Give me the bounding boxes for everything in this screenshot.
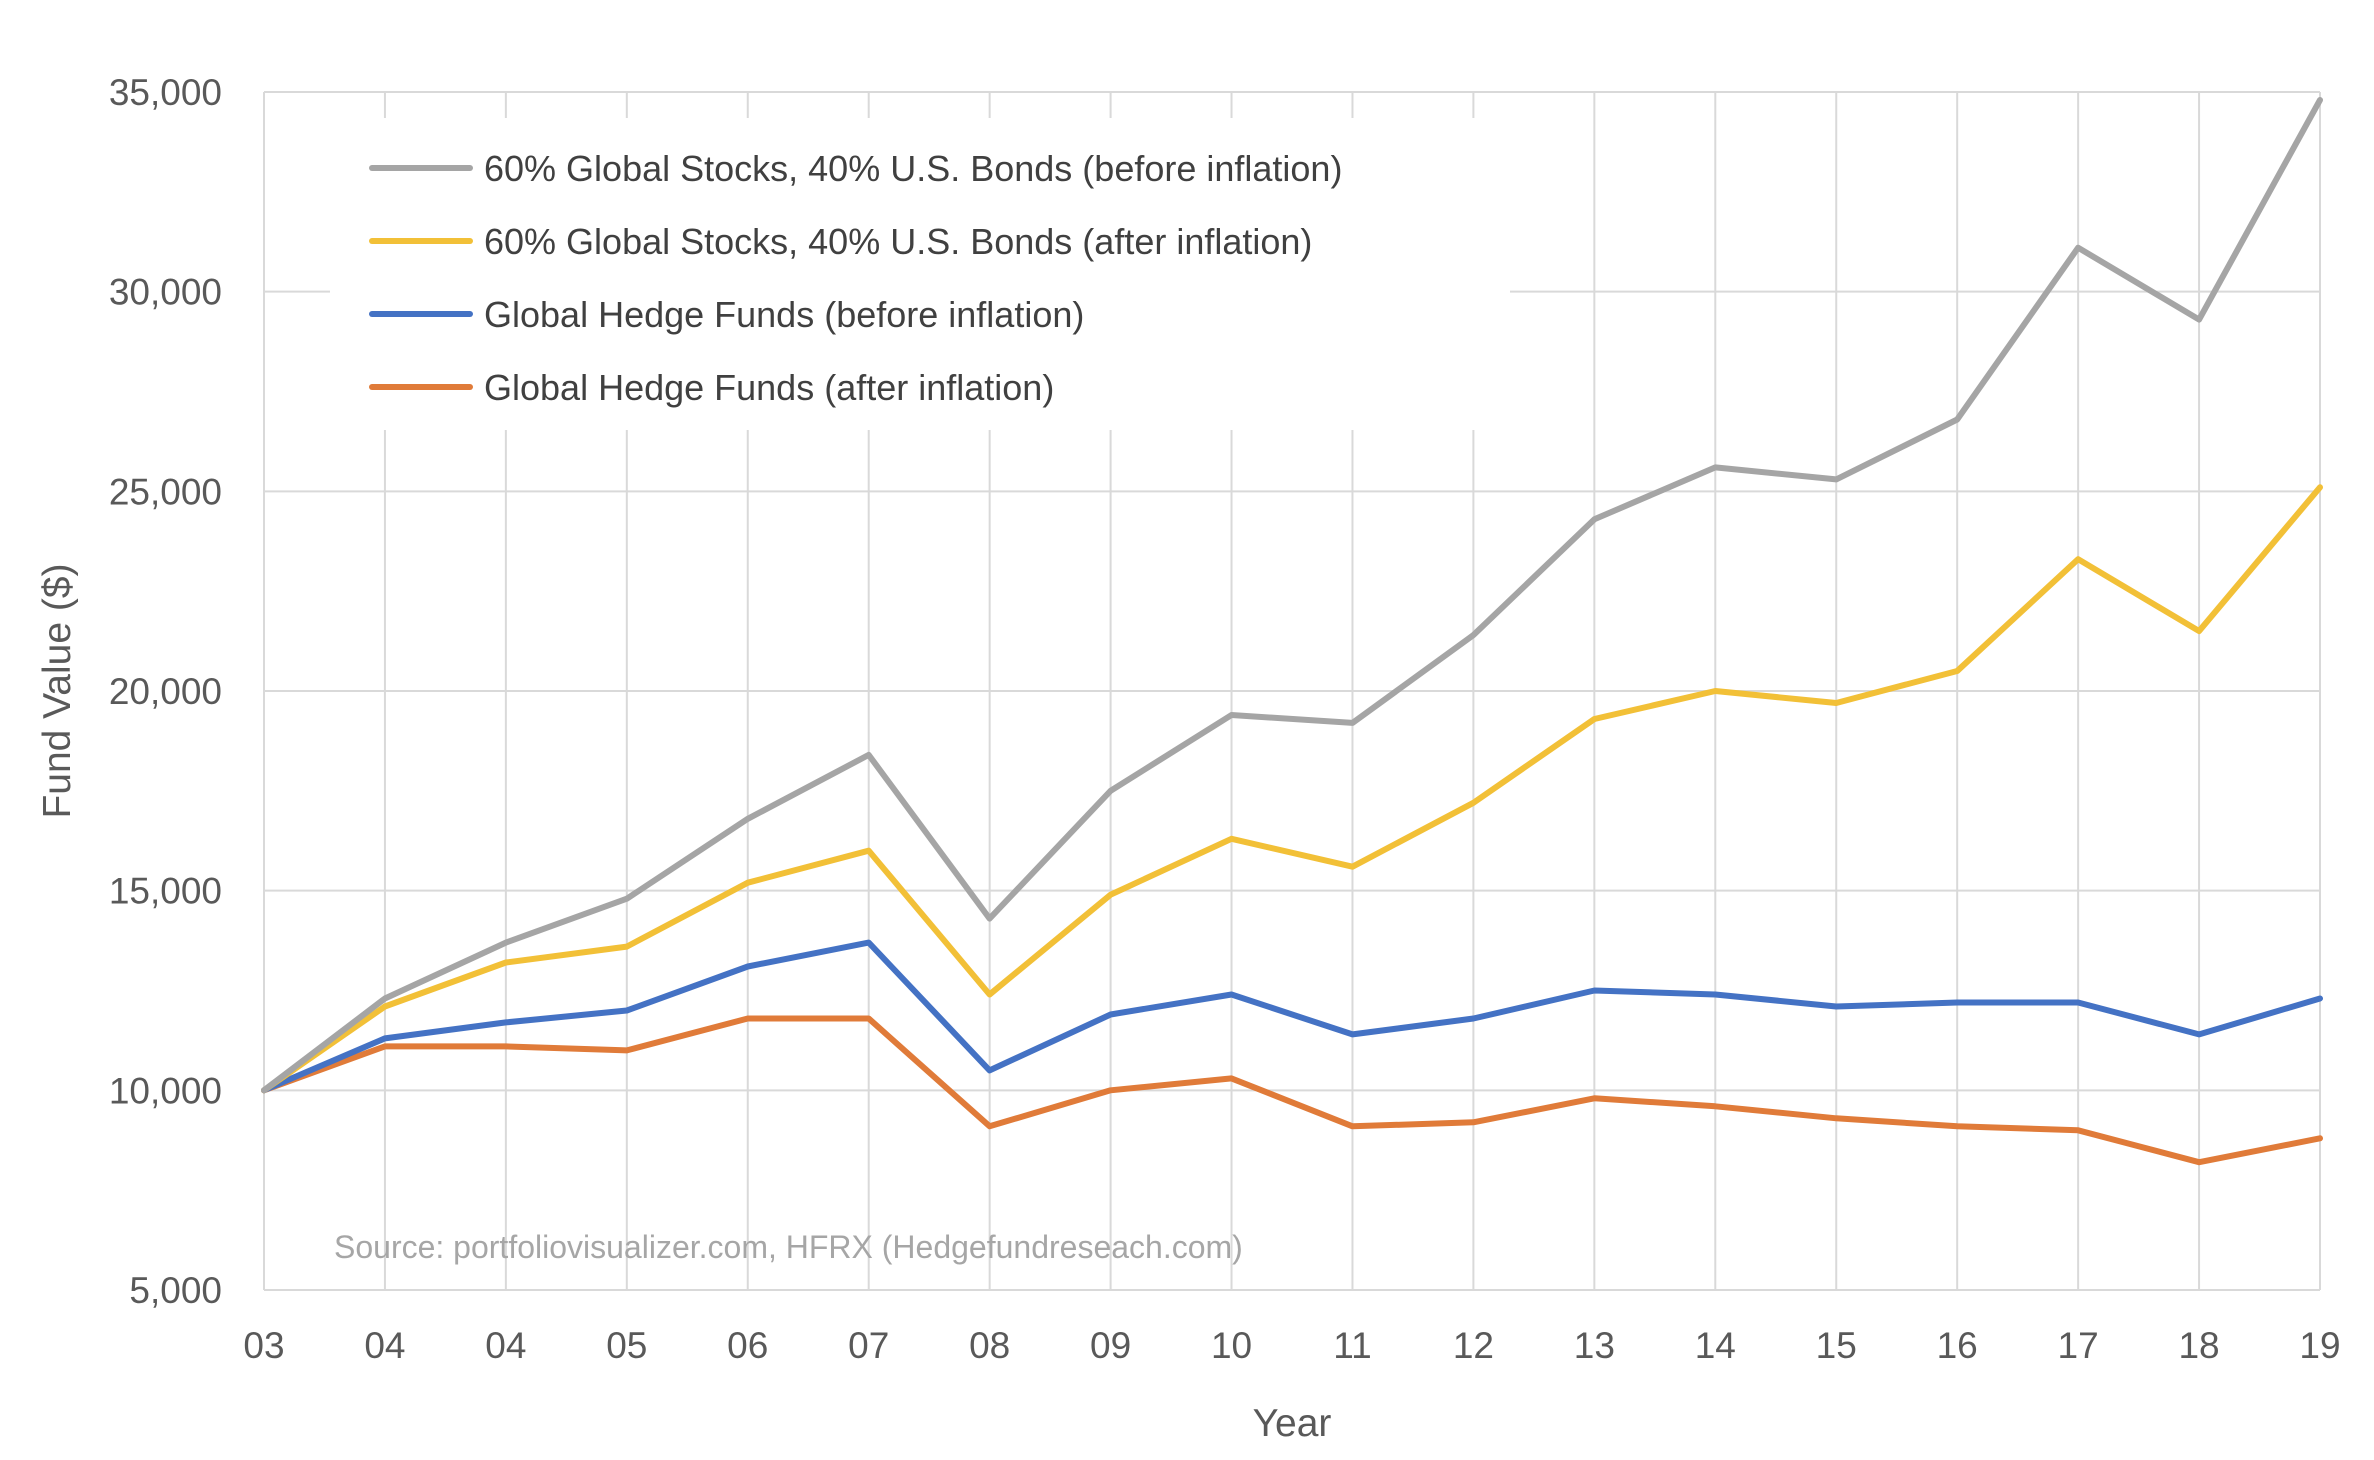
- y-tick-label-5: 30,000: [109, 272, 222, 313]
- x-tick-label-7: 09: [1090, 1325, 1131, 1366]
- x-tick-label-4: 06: [727, 1325, 768, 1366]
- legend-background: [330, 118, 1510, 430]
- series-line-3: [261, 1015, 2323, 1166]
- y-tick-label-1: 10,000: [109, 1070, 222, 1111]
- x-axis-ticks: 03 04 04 05 06 07 08 09 10 11 12 13 14 15 16 17 18 19: [243, 1325, 2340, 1366]
- series-line-1: [261, 484, 2323, 1094]
- legend: 60% Global Stocks, 40% U.S. Bonds (befor…: [369, 148, 1342, 408]
- x-tick-label-3: 05: [606, 1325, 647, 1366]
- x-tick-label-13: 15: [1816, 1325, 1857, 1366]
- x-tick-label-5: 07: [848, 1325, 889, 1366]
- x-tick-label-2: 04: [485, 1325, 526, 1366]
- x-tick-label-17: 19: [2299, 1325, 2340, 1366]
- series-line-2: [261, 939, 2323, 1094]
- x-tick-label-15: 17: [2058, 1325, 2099, 1366]
- x-tick-label-12: 14: [1695, 1325, 1736, 1366]
- series-line-0: [261, 97, 2323, 1094]
- legend-label-0: 60% Global Stocks, 40% U.S. Bonds (befor…: [484, 148, 1342, 189]
- x-tick-label-10: 12: [1453, 1325, 1494, 1366]
- x-tick-label-6: 08: [969, 1325, 1010, 1366]
- y-tick-label-4: 25,000: [109, 471, 222, 512]
- legend-label-3: Global Hedge Funds (after inflation): [484, 367, 1054, 408]
- x-tick-label-16: 18: [2178, 1325, 2219, 1366]
- legend-box: [330, 118, 1510, 430]
- legend-label-1: 60% Global Stocks, 40% U.S. Bonds (after…: [484, 221, 1312, 262]
- y-tick-label-3: 20,000: [109, 671, 222, 712]
- x-tick-label-9: 11: [1333, 1325, 1371, 1366]
- y-tick-label-2: 15,000: [109, 871, 222, 912]
- y-tick-label-6: 35,000: [109, 72, 222, 113]
- x-tick-label-0: 03: [243, 1325, 284, 1366]
- series-group: [261, 97, 2323, 1166]
- x-tick-label-8: 10: [1211, 1325, 1252, 1366]
- y-tick-label-0: 5,000: [129, 1270, 222, 1311]
- x-axis-title: Year: [1253, 1402, 1332, 1445]
- x-tick-label-14: 16: [1937, 1325, 1978, 1366]
- x-tick-label-11: 13: [1574, 1325, 1615, 1366]
- x-tick-label-1: 04: [364, 1325, 405, 1366]
- legend-label-2: Global Hedge Funds (before inflation): [484, 294, 1084, 335]
- y-axis-ticks: 5,000 10,000 15,000 20,000 25,000 30,000 35,00…: [109, 72, 222, 1311]
- source-annotation: Source: portfoliovisualizer.com, HFRX (H…: [334, 1229, 1243, 1265]
- y-axis-title: Fund Value ($): [36, 563, 79, 818]
